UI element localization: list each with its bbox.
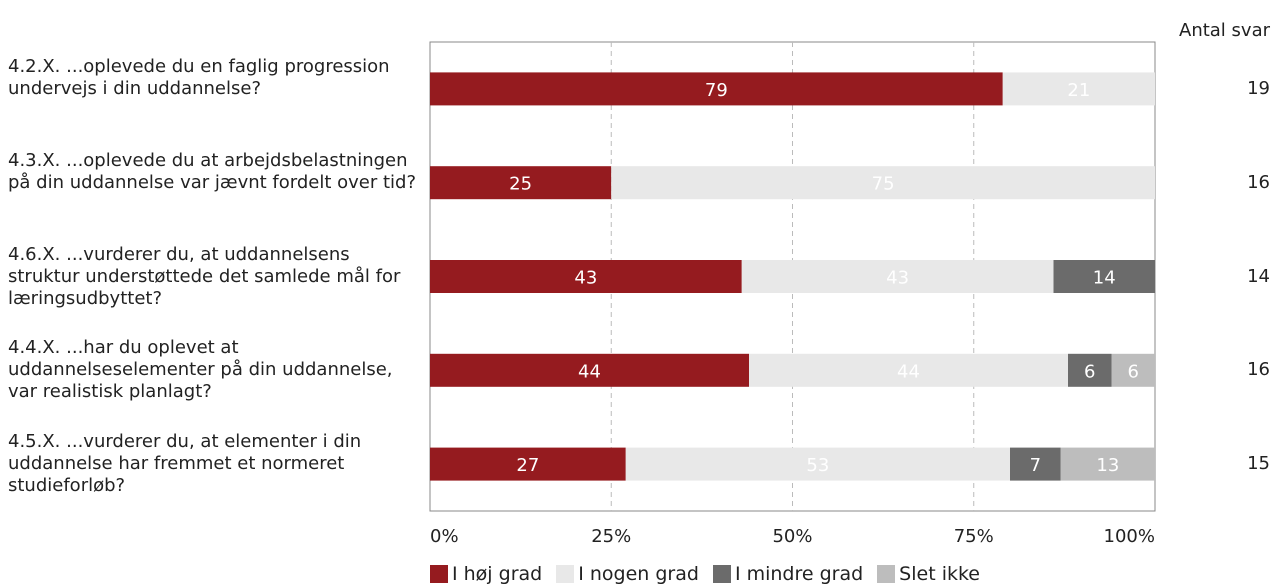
data-label: 6 <box>1084 361 1095 382</box>
x-tick-label: 100% <box>1104 526 1155 547</box>
response-count: 19 <box>1210 78 1270 99</box>
legend-swatch <box>713 565 731 583</box>
legend-item: I høj grad <box>430 563 542 585</box>
data-label: 27 <box>516 455 539 476</box>
x-tick-label: 50% <box>772 526 812 547</box>
x-tick-label: 75% <box>954 526 994 547</box>
legend-item: I mindre grad <box>713 563 863 585</box>
legend-label: I høj grad <box>452 563 542 585</box>
data-label: 13 <box>1096 455 1119 476</box>
x-tick-label: 0% <box>430 526 459 547</box>
data-label: 75 <box>872 174 895 195</box>
x-tick-label: 25% <box>591 526 631 547</box>
data-label: 43 <box>886 268 909 289</box>
response-count: 16 <box>1210 359 1270 380</box>
response-count: 16 <box>1210 172 1270 193</box>
legend-label: I mindre grad <box>735 563 863 585</box>
legend-label: I nogen grad <box>578 563 699 585</box>
response-count: 15 <box>1210 453 1270 474</box>
data-label: 53 <box>806 455 829 476</box>
response-count: 14 <box>1210 266 1270 287</box>
data-label: 44 <box>578 361 601 382</box>
data-label: 43 <box>574 268 597 289</box>
data-label: 79 <box>705 80 728 101</box>
data-label: 14 <box>1093 268 1116 289</box>
data-label: 21 <box>1067 80 1090 101</box>
legend-item: Slet ikke <box>877 563 980 585</box>
category-label: 4.4.X. ...har du oplevet at uddannelsese… <box>8 337 420 403</box>
legend-swatch <box>556 565 574 583</box>
legend: I høj grad I nogen grad I mindre grad Slet … <box>430 563 994 585</box>
data-label: 44 <box>897 361 920 382</box>
legend-swatch <box>430 565 448 583</box>
legend-item: I nogen grad <box>556 563 699 585</box>
category-label: 4.6.X. ...vurderer du, at uddannelsens s… <box>8 244 420 310</box>
data-label: 6 <box>1128 361 1139 382</box>
category-label: 4.2.X. ...oplevede du en faglig progress… <box>8 56 420 100</box>
legend-swatch <box>877 565 895 583</box>
legend-label: Slet ikke <box>899 563 980 585</box>
data-label: 7 <box>1030 455 1041 476</box>
data-label: 25 <box>509 174 532 195</box>
counts-header: Antal svar <box>1179 20 1270 41</box>
category-label: 4.3.X. ...oplevede du at arbejdsbelastni… <box>8 150 420 194</box>
category-label: 4.5.X. ...vurderer du, at elementer i di… <box>8 431 420 497</box>
